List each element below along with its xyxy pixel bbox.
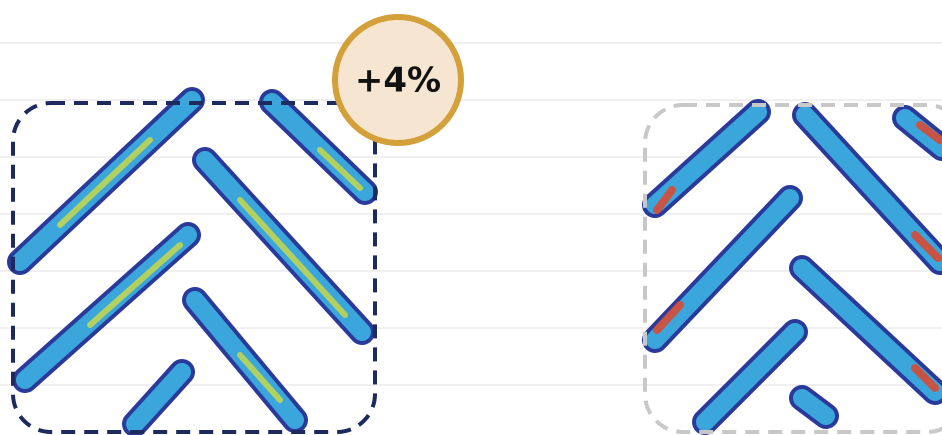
stripe-highlight — [57, 137, 363, 403]
badge-circle — [332, 14, 464, 146]
badge: +4% — [332, 14, 464, 146]
comparison-frame — [643, 103, 942, 434]
selection-frame — [11, 101, 377, 434]
left-footprint — [7, 87, 378, 435]
badge-label: +4% — [355, 61, 441, 101]
right-footprint — [642, 99, 942, 435]
stripe-hotspot — [653, 121, 942, 392]
